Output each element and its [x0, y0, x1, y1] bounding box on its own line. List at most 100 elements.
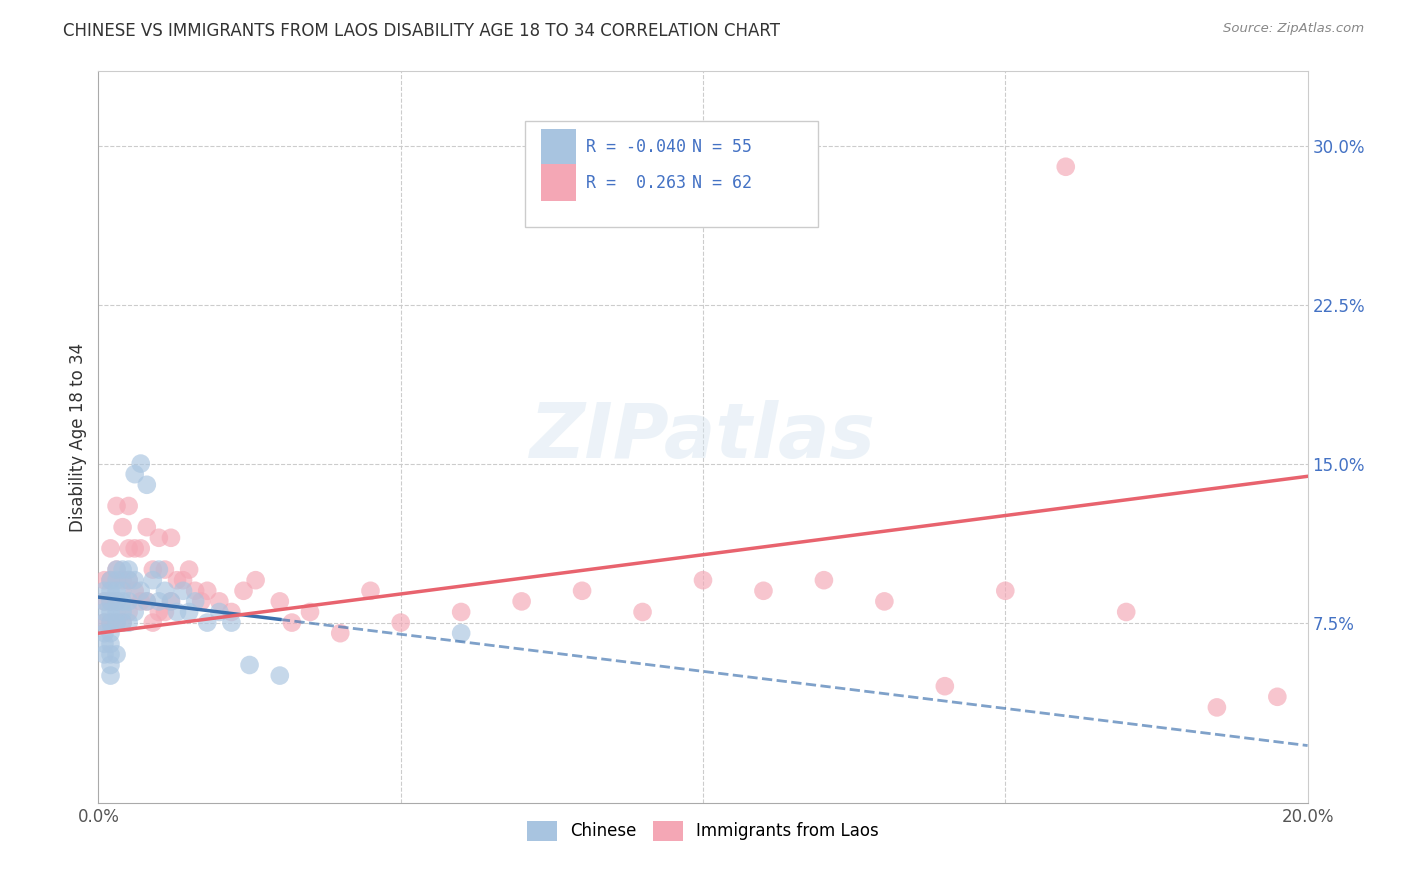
- Point: [111, 563, 134, 577]
- Point: [100, 615, 122, 630]
- Point: [172, 573, 194, 587]
- Text: N = 55: N = 55: [692, 138, 752, 156]
- Point: [221, 605, 243, 619]
- Point: [571, 583, 593, 598]
- Point: [124, 605, 146, 619]
- Point: [329, 626, 352, 640]
- Point: [129, 594, 152, 608]
- Point: [160, 594, 183, 608]
- Point: [111, 583, 134, 598]
- Point: [111, 615, 134, 630]
- Point: [105, 615, 128, 630]
- Point: [118, 615, 141, 630]
- Point: [93, 615, 115, 630]
- Point: [111, 594, 134, 608]
- Point: [179, 563, 201, 577]
- Point: [118, 573, 141, 587]
- Point: [813, 573, 835, 587]
- Point: [129, 541, 152, 556]
- Point: [148, 594, 170, 608]
- Point: [93, 573, 115, 587]
- Point: [93, 637, 115, 651]
- Point: [111, 520, 134, 534]
- Point: [153, 563, 176, 577]
- Point: [100, 594, 122, 608]
- Point: [148, 563, 170, 577]
- Point: [1206, 700, 1229, 714]
- Point: [510, 594, 533, 608]
- Point: [111, 615, 134, 630]
- Point: [148, 605, 170, 619]
- Point: [129, 583, 152, 598]
- Point: [100, 573, 122, 587]
- Point: [1267, 690, 1289, 704]
- Point: [208, 594, 231, 608]
- Point: [100, 637, 122, 651]
- Point: [184, 583, 207, 598]
- Text: R = -0.040: R = -0.040: [586, 138, 686, 156]
- Point: [135, 520, 157, 534]
- Point: [100, 658, 122, 673]
- Text: CHINESE VS IMMIGRANTS FROM LAOS DISABILITY AGE 18 TO 34 CORRELATION CHART: CHINESE VS IMMIGRANTS FROM LAOS DISABILI…: [63, 22, 780, 40]
- Point: [118, 563, 141, 577]
- Point: [232, 583, 254, 598]
- Point: [148, 531, 170, 545]
- Point: [111, 573, 134, 587]
- Point: [93, 594, 115, 608]
- Point: [93, 615, 115, 630]
- Point: [142, 615, 165, 630]
- Point: [105, 648, 128, 662]
- Point: [153, 605, 176, 619]
- Point: [111, 605, 134, 619]
- Point: [195, 583, 218, 598]
- Point: [135, 594, 157, 608]
- Point: [124, 573, 146, 587]
- Point: [450, 626, 472, 640]
- Point: [129, 457, 152, 471]
- Point: [100, 541, 122, 556]
- Point: [934, 679, 956, 693]
- Point: [100, 668, 122, 682]
- Point: [184, 594, 207, 608]
- Point: [105, 573, 128, 587]
- Point: [450, 605, 472, 619]
- Text: Source: ZipAtlas.com: Source: ZipAtlas.com: [1223, 22, 1364, 36]
- Point: [166, 605, 188, 619]
- Point: [166, 573, 188, 587]
- Point: [873, 594, 896, 608]
- Point: [631, 605, 654, 619]
- Point: [752, 583, 775, 598]
- Point: [124, 583, 146, 598]
- Legend: Chinese, Immigrants from Laos: Chinese, Immigrants from Laos: [519, 813, 887, 849]
- Point: [208, 605, 231, 619]
- Point: [105, 563, 128, 577]
- Point: [190, 594, 212, 608]
- Point: [118, 541, 141, 556]
- Point: [142, 563, 165, 577]
- Point: [389, 615, 412, 630]
- Point: [100, 605, 122, 619]
- Point: [100, 594, 122, 608]
- Point: [93, 583, 115, 598]
- Point: [269, 594, 291, 608]
- Point: [105, 563, 128, 577]
- Point: [299, 605, 322, 619]
- Point: [100, 615, 122, 630]
- Point: [124, 467, 146, 482]
- Point: [1115, 605, 1137, 619]
- Point: [105, 605, 128, 619]
- Point: [105, 499, 128, 513]
- Point: [105, 594, 128, 608]
- Point: [179, 605, 201, 619]
- Point: [160, 594, 183, 608]
- Text: ZIPatlas: ZIPatlas: [530, 401, 876, 474]
- Text: R =  0.263: R = 0.263: [586, 174, 686, 192]
- Point: [93, 594, 115, 608]
- Y-axis label: Disability Age 18 to 34: Disability Age 18 to 34: [69, 343, 87, 532]
- Point: [118, 605, 141, 619]
- Point: [245, 573, 267, 587]
- Point: [135, 477, 157, 491]
- Text: N = 62: N = 62: [692, 174, 752, 192]
- Point: [142, 573, 165, 587]
- Point: [93, 648, 115, 662]
